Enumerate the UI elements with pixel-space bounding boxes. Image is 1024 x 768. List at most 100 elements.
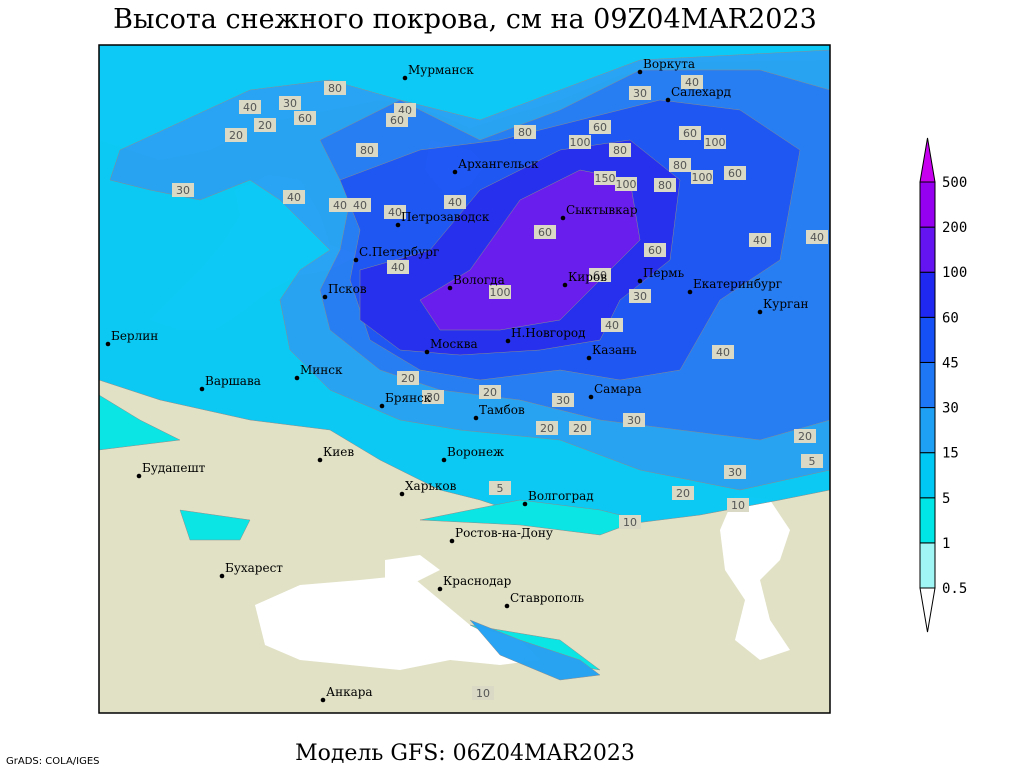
city-name: Сыктывкар [566,203,638,217]
city-dot [320,697,326,703]
contour-label: 60 [298,112,312,125]
city-name: Н.Новгород [511,326,586,340]
city-name: Будапешт [142,461,206,475]
legend-label: 500 [942,175,967,191]
contour-label-box [489,481,511,495]
city-name: Берлин [111,329,158,343]
contour-label: 10 [731,499,745,512]
contour-label: 5 [809,455,816,468]
contour-label-box [594,171,616,185]
contour-label: 20 [798,430,812,443]
contour-label-box [727,498,749,512]
contour-label: 40 [391,261,405,274]
city-name: Минск [300,363,343,377]
contour-label: 30 [728,466,742,479]
contour-label-box [444,195,466,209]
city-dot [757,309,763,315]
contour-label: 100 [705,136,726,149]
city-dot [294,375,300,381]
contour-label-box [806,230,828,244]
city-dot [586,355,592,361]
legend-arrow-low [919,587,936,633]
city-dot [522,501,528,507]
contour-label: 40 [333,199,347,212]
contour-label: 60 [593,269,607,282]
city-name: Салехард [671,85,731,99]
contour-label: 30 [176,184,190,197]
city-name: С.Петербург [359,245,439,259]
legend-band [919,226,936,273]
city-dot [402,75,408,81]
contour-label-box [254,118,276,132]
contour-label: 150 [595,172,616,185]
legend-label: 45 [942,355,959,371]
contour-label-box [589,268,611,282]
credit: GrADS: COLA/IGES [6,756,100,767]
legend-label: 60 [942,310,959,326]
city-name: Петрозаводск [401,210,490,224]
city-dot [449,538,455,544]
contour-label-box [489,285,511,299]
legend-label: 1 [942,536,950,552]
contour-label-box [294,111,316,125]
contour-label: 40 [243,101,257,114]
contour-label: 100 [570,136,591,149]
city-dot [353,257,359,263]
city-dot [424,349,430,355]
contour-label: 20 [573,422,587,435]
contour-label: 20 [258,119,272,132]
contour-label: 40 [753,234,767,247]
contour-label-box [534,225,556,239]
city-dot [437,586,443,592]
contour-label-box [623,413,645,427]
contour-label-box [552,393,574,407]
city-name: Казань [592,343,637,357]
contour-label: 20 [483,386,497,399]
city-name: Псков [328,282,367,296]
contour-label-box [615,177,637,191]
legend-label: 5 [942,491,950,507]
city-dot [560,215,566,221]
contour-label: 20 [401,372,415,385]
contour-label: 60 [683,127,697,140]
city-dot [588,394,594,400]
city-name: Киров [568,270,607,284]
contour-label-box [704,135,726,149]
contour-label: 30 [556,394,570,407]
contour-label: 40 [716,346,730,359]
contour-label: 100 [616,178,637,191]
legend-band [919,407,936,454]
city-name: Курган [763,297,808,311]
contour-label: 60 [538,226,552,239]
city-dot [136,473,142,479]
contour-label: 40 [605,319,619,332]
model-footer: Модель GFS: 06Z04MAR2023 [295,741,635,766]
contour-label-box [619,515,641,529]
city-name: Волгоград [528,489,594,503]
contour-label: 100 [490,286,511,299]
contour-label-box [679,126,701,140]
contour-label: 80 [328,82,342,95]
city-name: Воркута [643,57,695,71]
city-dot [317,457,323,463]
legend-label: 100 [942,265,967,281]
contour-label: 80 [658,179,672,192]
city-dot [665,97,671,103]
city-dot [452,169,458,175]
contour-label-box [239,100,261,114]
contour-label-box [536,421,558,435]
city-dot [637,278,643,284]
legend-band [919,497,936,544]
contour-label-box [397,371,419,385]
city-dot [322,294,328,300]
city-name: Ставрополь [510,591,584,605]
city-name: Самара [594,382,642,396]
city-dot [504,603,510,609]
contour-label-box [601,318,623,332]
contour-label-box [386,113,408,127]
cities: Мурманск Воркута Салехард Архангельск Петроз… [105,57,808,703]
contour-label: 80 [613,144,627,157]
city-dot [399,491,405,497]
